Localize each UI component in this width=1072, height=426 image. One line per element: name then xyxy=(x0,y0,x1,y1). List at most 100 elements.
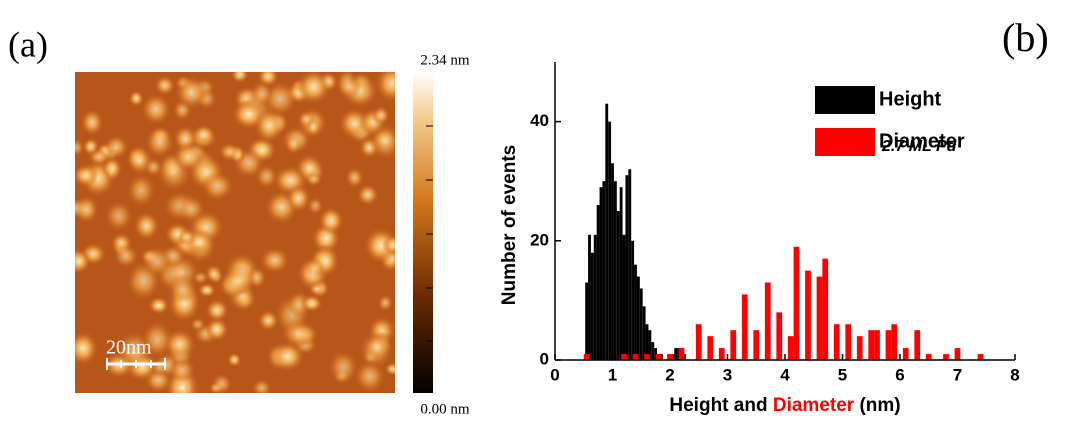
afm-grain xyxy=(231,72,249,84)
afm-grain xyxy=(221,265,257,296)
afm-grain xyxy=(110,232,133,252)
bar xyxy=(608,121,612,360)
y-tick-label: 0 xyxy=(540,349,549,368)
afm-grain xyxy=(318,206,344,235)
bar xyxy=(833,324,840,360)
afm-grain xyxy=(172,142,205,172)
legend-swatch xyxy=(815,86,875,114)
annotation: 2.7 ML Pd xyxy=(881,138,958,155)
bar xyxy=(588,234,591,360)
afm-grain xyxy=(356,183,379,206)
afm-grain xyxy=(363,227,395,264)
afm-grain xyxy=(75,163,99,187)
bar xyxy=(868,330,875,360)
afm-grain xyxy=(364,334,389,360)
afm-grain xyxy=(163,329,196,360)
afm-grain xyxy=(369,123,395,160)
afm-grain xyxy=(75,249,91,273)
colorbar-ticks xyxy=(426,125,433,342)
afm-grain xyxy=(372,106,390,125)
afm-grain xyxy=(284,133,303,155)
afm-grain xyxy=(227,352,242,367)
afm-grain xyxy=(151,357,168,377)
x-tick-label: 5 xyxy=(838,365,847,384)
afm-grain xyxy=(75,139,85,156)
bar xyxy=(585,282,589,360)
afm-grain xyxy=(177,228,196,246)
legend-label: Height xyxy=(879,88,942,110)
afm-grain xyxy=(154,75,176,96)
bar xyxy=(605,103,609,360)
colorbar-min: 0.00 nm xyxy=(420,401,470,417)
bar xyxy=(611,163,614,360)
y-axis-label: Number of events xyxy=(499,145,520,305)
bar xyxy=(619,187,623,360)
afm-grain xyxy=(307,196,324,215)
bar xyxy=(845,324,852,360)
afm-grain xyxy=(104,200,133,232)
afm-grain xyxy=(257,309,279,331)
x-tick-label: 1 xyxy=(608,365,617,384)
bar xyxy=(644,354,650,360)
bar xyxy=(885,330,892,360)
panel-label: (a) xyxy=(8,24,48,64)
x-axis-label: Height and Diameter (nm) xyxy=(669,395,900,416)
afm-grain xyxy=(300,294,323,313)
afm-grain xyxy=(205,299,229,322)
afm-grain xyxy=(305,172,323,187)
afm-grain xyxy=(296,72,331,105)
afm-grain xyxy=(254,107,284,144)
afm-grain xyxy=(126,173,156,208)
bar xyxy=(625,175,629,360)
bar xyxy=(678,348,685,360)
afm-image xyxy=(75,72,395,393)
bar xyxy=(639,288,643,360)
afm-grain xyxy=(328,350,359,385)
afm-grain xyxy=(192,270,209,285)
bar xyxy=(634,264,637,360)
bar xyxy=(636,276,640,360)
bar xyxy=(654,348,658,360)
afm-grain xyxy=(190,317,206,332)
bar xyxy=(793,246,800,360)
bar xyxy=(651,342,655,360)
afm-grain xyxy=(286,184,311,213)
bar xyxy=(599,187,603,360)
bar xyxy=(874,330,880,360)
x-tick-label: 7 xyxy=(953,365,962,384)
x-tick-label: 2 xyxy=(665,365,674,384)
bar xyxy=(805,270,811,360)
bar xyxy=(621,354,627,360)
bar xyxy=(816,276,823,360)
x-tick-label: 8 xyxy=(1010,365,1019,384)
bar xyxy=(645,324,649,360)
afm-grain xyxy=(205,317,229,342)
afm-grain xyxy=(175,76,209,109)
bar xyxy=(914,330,921,360)
legend-label: Diameter xyxy=(879,130,965,152)
y-tick-label: 20 xyxy=(530,230,549,249)
afm-grain xyxy=(144,157,163,177)
afm-grain xyxy=(211,373,233,393)
bar xyxy=(695,324,702,360)
bar xyxy=(856,336,863,360)
bar xyxy=(943,354,949,360)
bar xyxy=(822,258,829,360)
bar xyxy=(787,336,794,360)
afm-grain xyxy=(192,124,215,145)
bar xyxy=(667,354,673,360)
bar xyxy=(764,282,771,360)
bar xyxy=(954,348,961,360)
x-tick-label: 0 xyxy=(550,365,559,384)
bar xyxy=(753,330,760,360)
afm-grain xyxy=(145,126,175,158)
afm-grain xyxy=(198,282,216,298)
afm-grain xyxy=(201,171,234,201)
afm-grain xyxy=(128,90,144,107)
afm-grain xyxy=(148,296,170,315)
colorbar xyxy=(413,72,433,393)
afm-grain xyxy=(141,93,172,125)
bar xyxy=(891,324,898,360)
afm-grain xyxy=(167,274,198,304)
